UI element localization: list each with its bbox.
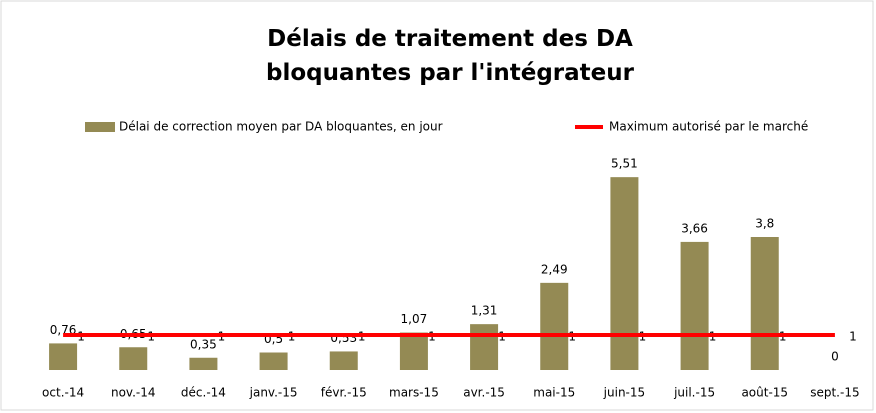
data-label: 1,31 [471, 304, 498, 318]
data-label: 3,66 [681, 221, 708, 235]
x-tick-label: févr.-15 [321, 386, 367, 400]
bar [470, 324, 499, 370]
legend-label: Délai de correction moyen par DA bloquan… [119, 120, 443, 134]
bar [329, 351, 358, 370]
bar [540, 282, 569, 370]
bar [119, 347, 148, 370]
x-tick-label: déc.-14 [181, 386, 226, 400]
chart-title: Délais de traitement des DA bloquantes p… [266, 26, 634, 86]
bar [399, 332, 428, 370]
x-tick-label: sept.-15 [810, 386, 859, 400]
bar [750, 237, 779, 370]
data-label: 2,49 [541, 262, 568, 276]
x-tick-label: nov.-14 [111, 386, 156, 400]
data-label: 3,8 [755, 217, 774, 231]
data-label: 5,51 [611, 157, 638, 171]
data-label: 1,07 [401, 312, 428, 326]
x-tick-label: janv.-15 [249, 386, 298, 400]
data-label: 0 [831, 350, 839, 364]
legend-label: Maximum autorisé par le marché [609, 120, 808, 134]
x-tick-label: juil.-15 [673, 386, 715, 400]
bar [680, 241, 709, 370]
bar [189, 357, 218, 370]
x-tick-label: avr.-15 [463, 386, 505, 400]
bar [49, 343, 78, 370]
bar [259, 352, 288, 370]
data-label: 0,35 [190, 337, 217, 351]
data-label: 1 [849, 330, 857, 344]
legend-swatch [85, 122, 115, 132]
x-tick-label: juin-15 [603, 386, 645, 400]
x-tick-label: oct.-14 [42, 386, 84, 400]
x-tick-label: août-15 [741, 386, 788, 400]
x-tick-label: mai-15 [533, 386, 575, 400]
bar [610, 177, 639, 370]
x-tick-label: mars-15 [389, 386, 439, 400]
